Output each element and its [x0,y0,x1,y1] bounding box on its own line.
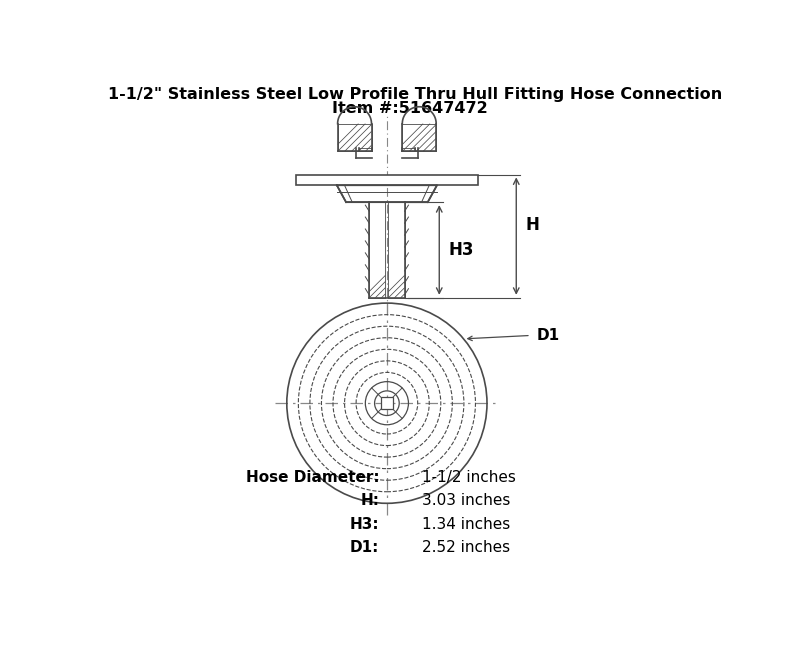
Text: H:: H: [360,493,379,509]
Bar [389,202,405,298]
Text: Hose Diameter:: Hose Diameter: [246,470,379,485]
Bar [359,148,371,152]
Text: 1-1/2 inches: 1-1/2 inches [422,470,515,485]
Text: Item #:51647472: Item #:51647472 [332,101,488,116]
Bar [296,174,478,186]
Text: 1-1/2" Stainless Steel Low Profile Thru Hull Fitting Hose Connection: 1-1/2" Stainless Steel Low Profile Thru … [108,88,722,102]
Bar [402,148,414,152]
Text: 1.34 inches: 1.34 inches [422,517,510,531]
Bar [338,124,371,152]
Bar [381,397,393,410]
Text: H3:: H3: [350,517,379,531]
Bar [402,124,436,152]
Text: D1: D1 [537,328,560,343]
Text: D1:: D1: [350,540,379,555]
Text: H: H [526,215,539,233]
Text: 2.52 inches: 2.52 inches [422,540,510,555]
Text: 3.03 inches: 3.03 inches [422,493,510,509]
Text: H3: H3 [449,241,474,259]
Bar [369,202,386,298]
